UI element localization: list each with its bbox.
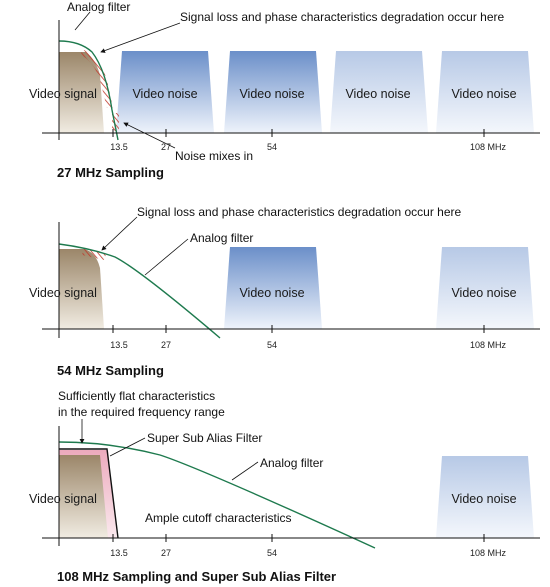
degradation-hatch (80, 50, 113, 108)
tick-108: 108 MHz (470, 548, 507, 558)
analog-filter-curve (58, 40, 119, 141)
flat-characteristics-line2: in the required frequency range (58, 405, 225, 419)
analog-filter-label: Analog filter (67, 0, 130, 14)
noise-block-54 (224, 247, 322, 329)
analog-filter-curve (58, 243, 221, 339)
noise-block-108 (436, 456, 534, 538)
tick-27: 27 (161, 548, 171, 558)
signal-loss-label: Signal loss and phase characteristics de… (137, 205, 462, 219)
noise-mix-hatch (112, 113, 119, 131)
tick-27: 27 (161, 340, 171, 350)
noise-block-4 (436, 51, 534, 133)
analog-filter-label: Analog filter (260, 456, 323, 470)
degradation-hatch (82, 248, 106, 260)
tick-13-5: 13.5 (110, 548, 128, 558)
noise-block-3 (330, 51, 428, 133)
panel-108mhz: Sufficiently flat characteristics in the… (29, 389, 540, 584)
video-noise-label-3: Video noise (345, 87, 410, 101)
video-signal-label: Video signal (29, 492, 97, 506)
panel-27mhz: Analog filter Signal loss and phase char… (29, 0, 540, 180)
tick-13-5: 13.5 (110, 340, 128, 350)
video-noise-label: Video noise (451, 492, 516, 506)
noise-block-2 (224, 51, 322, 133)
video-noise-label-1: Video noise (239, 286, 304, 300)
tick-108: 108 MHz (470, 340, 507, 350)
video-signal-block (59, 455, 108, 538)
flat-characteristics-line1: Sufficiently flat characteristics (58, 389, 215, 403)
section-title-54mhz: 54 MHz Sampling (57, 363, 164, 378)
video-noise-label-1: Video noise (132, 87, 197, 101)
video-signal-label: Video signal (29, 286, 97, 300)
noise-block-108 (436, 247, 534, 329)
video-signal-label: Video signal (29, 87, 97, 101)
video-noise-label-4: Video noise (451, 87, 516, 101)
section-title-108mhz: 108 MHz Sampling and Super Sub Alias Fil… (57, 569, 336, 584)
ample-cutoff-label: Ample cutoff characteristics (145, 511, 292, 525)
tick-54: 54 (267, 340, 277, 350)
video-noise-label-2: Video noise (239, 87, 304, 101)
noise-mixes-label: Noise mixes in (175, 149, 253, 163)
tick-54: 54 (267, 548, 277, 558)
analog-filter-label: Analog filter (190, 231, 253, 245)
noise-block-1 (116, 51, 214, 133)
tick-27: 27 (161, 142, 171, 152)
section-title-27mhz: 27 MHz Sampling (57, 165, 164, 180)
signal-loss-label: Signal loss and phase characteristics de… (180, 10, 505, 24)
tick-13-5: 13.5 (110, 142, 128, 152)
ssaf-response-line (59, 448, 119, 539)
ssaf-label: Super Sub Alias Filter (147, 431, 262, 445)
tick-108: 108 MHz (470, 142, 507, 152)
tick-54: 54 (267, 142, 277, 152)
panel-54mhz: Signal loss and phase characteristics de… (29, 205, 540, 378)
analog-filter-curve (58, 441, 376, 549)
video-signal-block (59, 52, 104, 133)
video-signal-block (59, 249, 104, 329)
video-noise-label-2: Video noise (451, 286, 516, 300)
